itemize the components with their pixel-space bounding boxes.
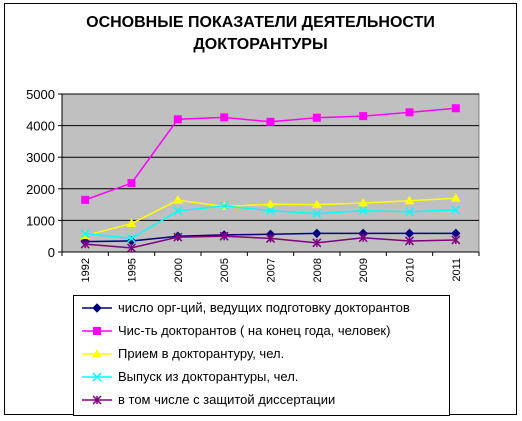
line-chart: 0 1000 2000 3000 4000 5000 1992 1995 2000 2005 200… [26,87,480,282]
y-tick-label: 5000 [26,87,55,102]
data-point [265,233,276,243]
data-point [126,233,137,243]
series [80,201,461,243]
y-tick-label: 0 [48,245,55,260]
legend-swatch [82,327,112,335]
data-point [359,112,368,121]
data-point [312,238,322,248]
legend-swatch [82,395,112,405]
data-point [173,115,182,124]
x-tick-label: 2010 [405,258,417,282]
data-point [92,303,102,313]
series [80,231,461,253]
legend-swatch [82,372,112,382]
data-point [265,199,276,208]
data-point [450,193,461,202]
legend-label: число орг-ций, ведущих подготовку доктор… [118,300,410,315]
data-point [358,198,369,207]
legend-item: Прием в докторантуру, чел. [74,344,449,364]
legend-swatch [82,303,112,313]
x-tick-label: 2008 [312,258,324,282]
data-point [172,195,183,204]
data-point [405,108,414,117]
data-point [173,206,183,216]
x-tick-label: 2007 [266,258,278,282]
chart-title-line-1: ОСНОВНЫЕ ПОКАЗАТЕЛИ ДЕЯТЕЛЬНОСТИ [86,14,435,31]
x-tick-label: 2011 [451,258,463,282]
y-tick-label: 2000 [26,182,55,197]
data-point [451,104,460,113]
legend-swatch [82,348,112,358]
data-point [358,233,368,243]
data-point [126,218,137,228]
legend-item: Чис-ть докторантов ( на конец года, чело… [74,321,449,341]
y-tick-label: 4000 [26,119,55,134]
data-point [266,117,275,126]
data-point [312,209,322,219]
x-tick-label: 2000 [173,258,185,282]
data-point [265,206,276,216]
data-point [81,195,90,204]
data-point [220,113,229,122]
legend-label: Чис-ть докторантов ( на конец года, чело… [118,323,391,338]
legend-label: Выпуск из докторантуры, чел. [118,369,299,384]
data-point [80,229,90,239]
data-point [312,228,322,239]
data-point [92,348,102,358]
data-point [92,395,102,405]
plot-area [61,93,480,253]
x-tick-label: 1992 [80,258,92,282]
legend-label: Прием в докторантуру, чел. [118,346,285,361]
legend-item: в том числе с защитой диссертации [74,390,449,410]
x-tick-label: 1995 [127,258,139,282]
data-point [126,243,137,253]
legend-item: Выпуск из докторантуры, чел. [74,367,449,387]
data-point [404,236,415,246]
data-point [93,327,101,335]
series [81,104,460,204]
data-point [92,372,102,382]
data-point [219,231,229,241]
data-point [404,207,415,217]
data-point [451,235,461,245]
y-tick-label: 3000 [26,150,55,165]
chart-title: ОСНОВНЫЕ ПОКАЗАТЕЛИ ДЕЯТЕЛЬНОСТИ ДОКТОРА… [5,12,516,56]
y-tick-label: 1000 [26,213,55,228]
legend: число орг-ций, ведущих подготовку доктор… [73,295,450,416]
data-point [219,201,229,211]
data-point [404,195,415,205]
x-tick-label: 2009 [358,258,370,282]
data-point [127,179,136,188]
chart-frame: ОСНОВНЫЕ ПОКАЗАТЕЛИ ДЕЯТЕЛЬНОСТИ ДОКТОРА… [4,3,517,416]
chart-title-line-2: ДОКТОРАНТУРЫ [193,36,328,53]
data-point [451,205,461,215]
data-point [311,199,322,209]
data-point [312,113,321,122]
data-point [173,232,183,242]
data-point [358,206,368,216]
x-tick-label: 2005 [219,258,231,282]
data-point [80,239,90,249]
legend-item: число орг-ций, ведущих подготовку доктор… [74,298,449,318]
legend-label: в том числе с защитой диссертации [118,392,336,407]
